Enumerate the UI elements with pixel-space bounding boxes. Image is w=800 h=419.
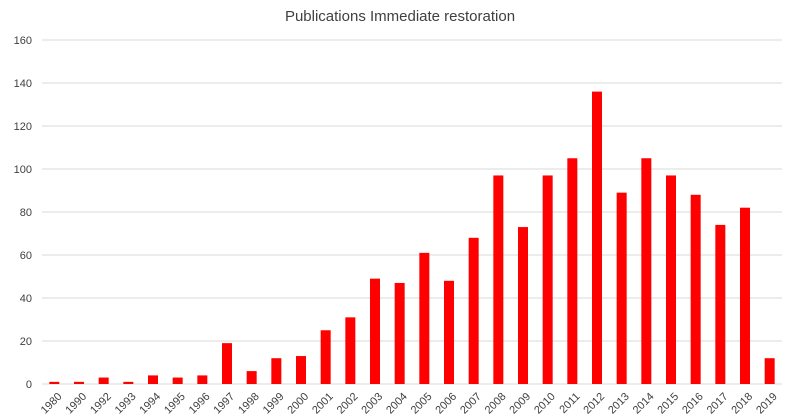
x-tick-label: 2014 [631, 391, 657, 417]
bar-2006 [444, 280, 454, 384]
x-tick-label: 2013 [606, 391, 632, 417]
x-tick-label: 1997 [211, 391, 237, 417]
x-tick-label: 2000 [285, 391, 311, 417]
x-tick-label: 2007 [458, 391, 484, 417]
bar-1996 [197, 375, 208, 384]
x-tick-label: 1994 [137, 391, 163, 417]
bar-1999 [271, 358, 282, 384]
x-tick-label: 2016 [680, 391, 706, 417]
bar-1992 [98, 377, 109, 384]
x-axis-tick-labels: 1980199019921993199419951996199719981999… [39, 391, 780, 417]
bar-2005 [419, 252, 430, 384]
x-tick-label: 2019 [754, 391, 780, 417]
x-tick-label: 2015 [655, 391, 681, 417]
x-tick-label: 2003 [359, 391, 385, 417]
x-tick-label: 1980 [39, 391, 65, 417]
y-tick-label: 160 [14, 35, 32, 47]
bar-2002 [345, 317, 356, 384]
x-tick-label: 1995 [162, 391, 188, 417]
x-tick-label: 2018 [729, 391, 755, 417]
y-tick-label: 0 [26, 379, 32, 391]
x-tick-label: 2009 [507, 391, 533, 417]
x-tick-label: 2001 [310, 391, 336, 417]
y-tick-label: 140 [14, 78, 32, 90]
x-tick-label: 1998 [236, 391, 262, 417]
x-tick-label: 2012 [581, 391, 607, 417]
x-tick-label: 2004 [384, 391, 410, 417]
bar-1998 [246, 371, 257, 384]
y-tick-label: 60 [20, 250, 32, 262]
x-tick-label: 1999 [261, 391, 287, 417]
y-tick-label: 80 [20, 207, 32, 219]
bar-2003 [370, 278, 380, 384]
bar-2000 [296, 356, 306, 384]
x-tick-label: 1990 [63, 391, 89, 417]
bar-2012 [592, 91, 602, 384]
y-tick-label: 20 [20, 336, 32, 348]
bar-2004 [394, 282, 405, 384]
bar-2011 [567, 158, 578, 384]
x-tick-label: 2017 [705, 391, 731, 417]
x-tick-label: 1993 [113, 391, 139, 417]
bar-2018 [740, 207, 750, 384]
bar-1994 [148, 375, 158, 384]
x-tick-label: 2011 [557, 391, 582, 416]
x-tick-label: 2010 [532, 391, 558, 417]
x-tick-label: 2002 [335, 391, 361, 417]
bar-2019 [764, 358, 775, 384]
y-tick-label: 100 [14, 164, 32, 176]
bar-2014 [641, 158, 652, 384]
bar-1995 [172, 377, 183, 384]
y-tick-label: 120 [14, 121, 32, 133]
bar-2016 [690, 194, 701, 384]
bar-2008 [493, 175, 504, 384]
bar-1993 [123, 381, 134, 384]
bar-2015 [666, 175, 676, 384]
x-tick-label: 2006 [433, 391, 459, 417]
bar-1997 [222, 343, 232, 384]
chart-title: Publications Immediate restoration [284, 8, 516, 25]
y-tick-label: 40 [20, 293, 32, 305]
x-tick-label: 2008 [483, 391, 509, 417]
bar-2017 [715, 224, 726, 384]
bar-2001 [320, 330, 331, 384]
gridlines [42, 39, 782, 385]
bar-2007 [468, 237, 479, 384]
bars [49, 91, 775, 384]
bar-2009 [518, 227, 528, 384]
x-tick-label: 1996 [187, 391, 213, 417]
bar-1980 [49, 381, 60, 384]
bar-2013 [616, 192, 627, 384]
y-axis-tick-labels: 0 20 40 60 80 100 120 140 160 [14, 35, 32, 391]
bar-2010 [542, 175, 553, 384]
bar-1990 [74, 381, 84, 384]
x-tick-label: 1992 [88, 391, 114, 417]
x-tick-label: 2005 [409, 391, 435, 417]
